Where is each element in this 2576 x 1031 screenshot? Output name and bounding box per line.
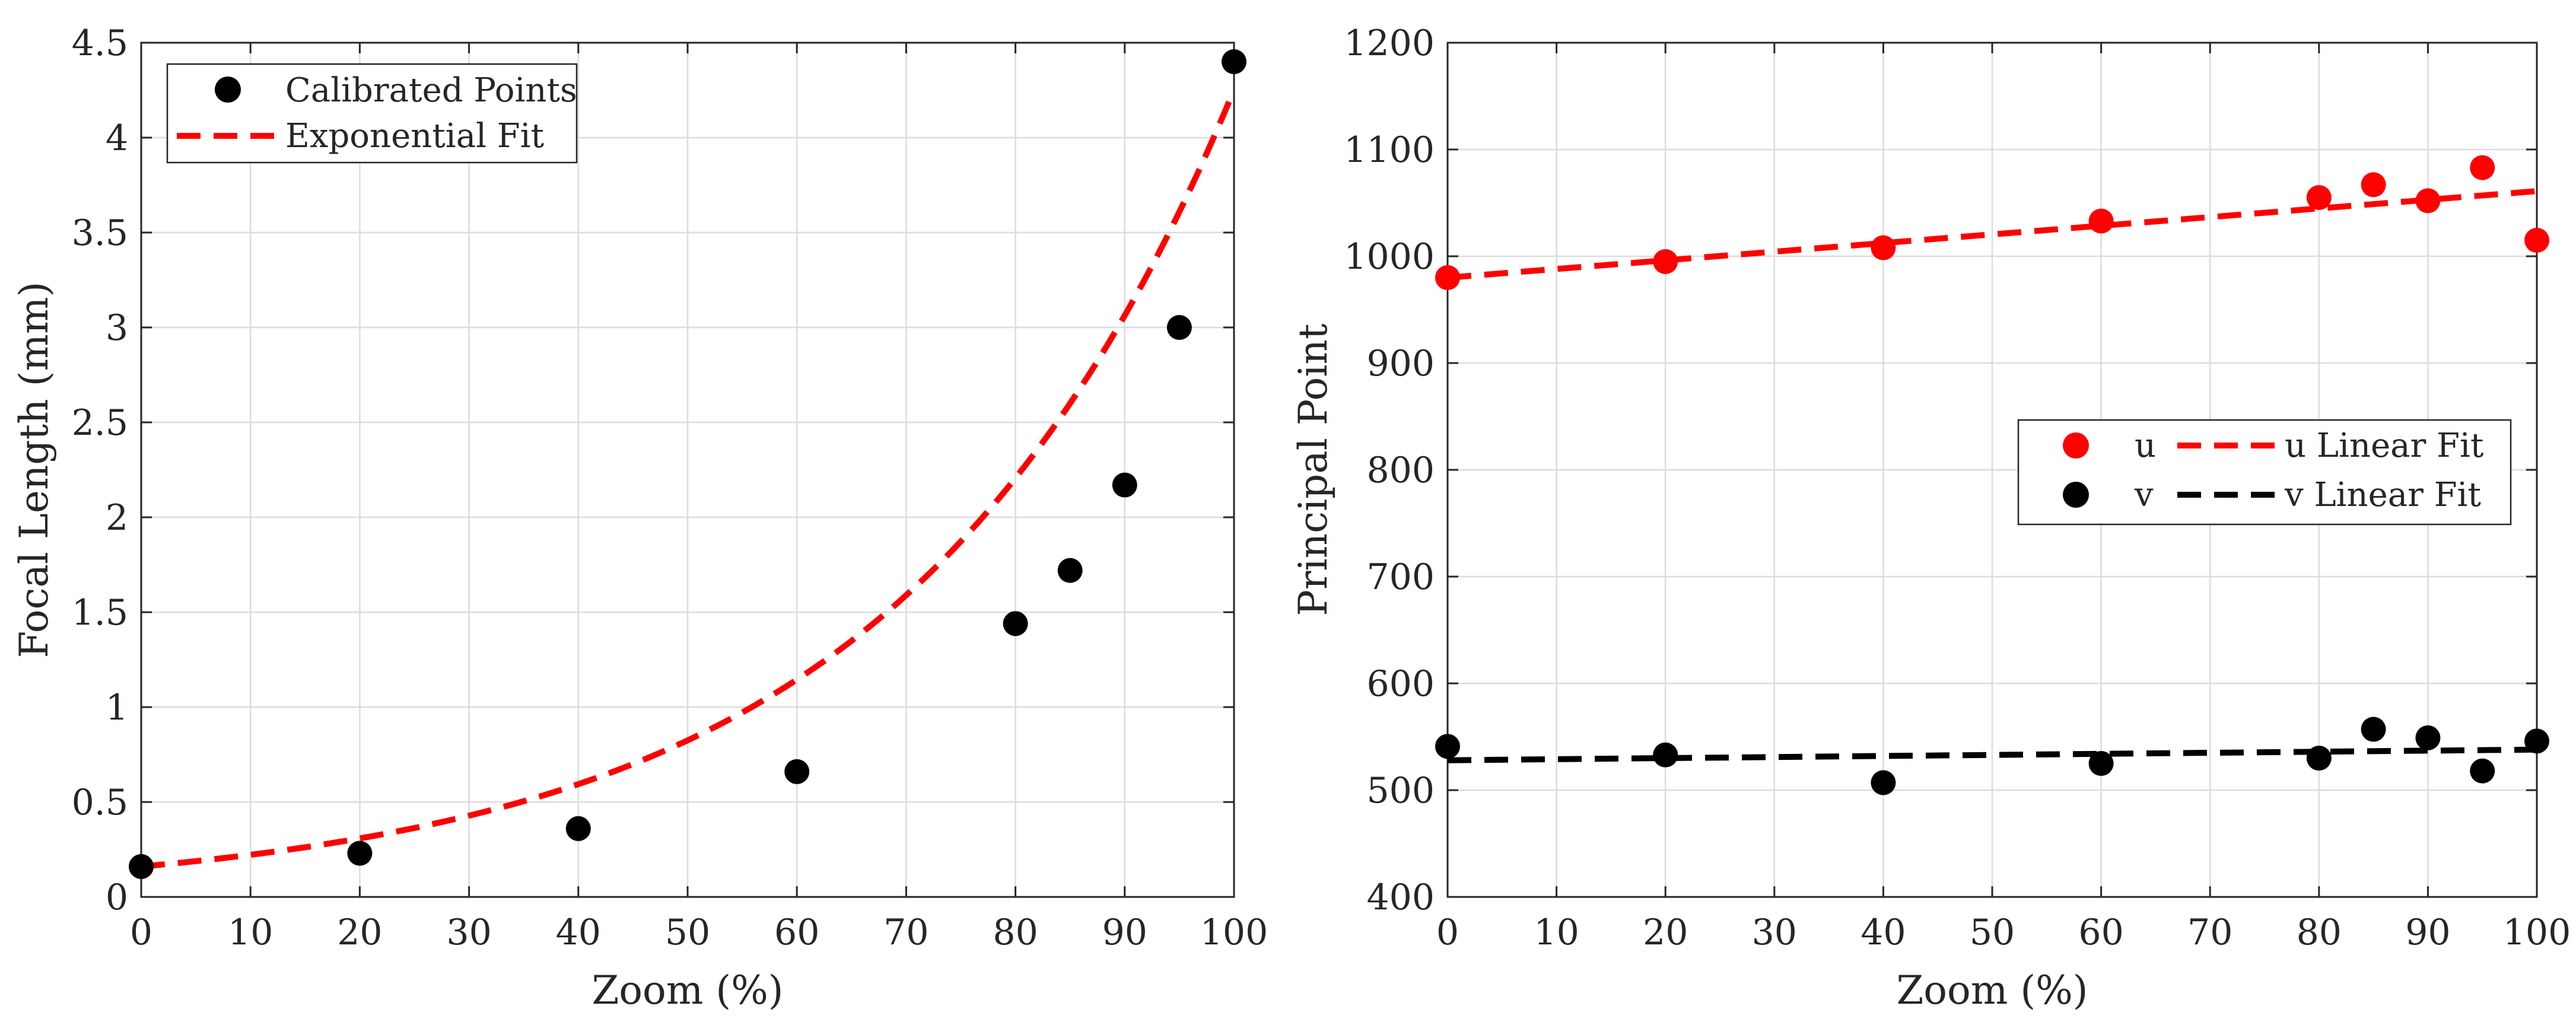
y-tick-label: 4 xyxy=(106,117,128,159)
legend-v-label: v xyxy=(2134,476,2154,514)
focal-length-ticks xyxy=(140,42,1235,898)
x-tick-label: 100 xyxy=(1200,912,1268,953)
calibrated-points-point xyxy=(1222,49,1246,74)
v-point xyxy=(1653,742,1678,768)
calibrated-points-point xyxy=(347,841,373,866)
legend-u-linear-fit-label: u Linear Fit xyxy=(2285,427,2484,465)
x-tick-label: 90 xyxy=(1102,912,1147,953)
v-point xyxy=(2524,728,2549,754)
x-tick-label: 20 xyxy=(1643,912,1688,953)
y-tick-label: 3.5 xyxy=(72,212,128,254)
y-tick-label: 700 xyxy=(1366,556,1435,598)
u-point xyxy=(1435,265,1460,290)
calibrated-points-point xyxy=(1003,611,1028,637)
y-tick-label: 0 xyxy=(106,877,128,918)
y-tick-label: 1 xyxy=(106,687,128,728)
focal-length-marks xyxy=(129,49,1246,879)
y-tick-label: 500 xyxy=(1366,770,1435,812)
legend-u-label: u xyxy=(2135,427,2156,465)
calibrated-points-point xyxy=(129,854,154,879)
legend-calibrated-points-label: Calibrated Points xyxy=(285,71,577,110)
x-tick-label: 90 xyxy=(2405,912,2450,953)
x-tick-label: 50 xyxy=(665,912,710,953)
u-point xyxy=(2470,155,2495,180)
u-point xyxy=(2415,188,2441,214)
v-point xyxy=(1871,770,1896,795)
calibrated-points-point xyxy=(1166,315,1192,340)
principal-point-y-axis-label: Principal Point xyxy=(1290,324,1336,616)
focal-length-x-tick-labels: 0 10 20 30 40 50 60 70 80 90 100 xyxy=(130,912,1268,953)
calibrated-points-point xyxy=(784,759,810,784)
u-point xyxy=(1871,235,1896,260)
x-tick-label: 40 xyxy=(556,912,601,953)
x-tick-label: 30 xyxy=(446,912,491,953)
y-tick-label: 900 xyxy=(1366,343,1435,384)
v-point xyxy=(2415,725,2441,750)
x-tick-label: 0 xyxy=(1436,912,1459,953)
y-tick-label: 1000 xyxy=(1344,236,1435,278)
y-tick-label: 800 xyxy=(1366,450,1435,491)
focal-length-legend-box xyxy=(166,63,578,164)
u-point xyxy=(2361,172,2386,198)
x-tick-label: 60 xyxy=(2078,912,2123,953)
focal-length-legend: Calibrated Points Exponential Fit xyxy=(166,63,578,164)
calibrated-points-point xyxy=(1057,558,1083,583)
v-point xyxy=(2088,751,2114,776)
x-tick-label: 80 xyxy=(2297,912,2342,953)
exponential-fit-line xyxy=(141,88,1237,870)
principal-point-marks xyxy=(1435,155,2549,795)
x-tick-label: 30 xyxy=(1752,912,1797,953)
x-tick-label: 50 xyxy=(1970,912,2015,953)
legend-v-marker xyxy=(2063,482,2089,508)
u-point xyxy=(1653,249,1678,274)
calibrated-points-point xyxy=(565,816,591,841)
x-tick-label: 20 xyxy=(337,912,382,953)
focal-length-y-tick-labels: 0 0.5 1 1.5 2 2.5 3 3.5 4 4.5 xyxy=(72,23,128,918)
x-tick-label: 10 xyxy=(228,912,273,953)
x-tick-label: 70 xyxy=(883,912,928,953)
legend-calibrated-points-marker xyxy=(215,77,241,103)
principal-point-chart: 0 10 20 30 40 50 60 70 80 90 100 400 500 600 700 800 90… xyxy=(1290,23,2571,1013)
legend-u-marker xyxy=(2063,432,2089,459)
focal-length-x-axis-label: Zoom (%) xyxy=(591,968,783,1013)
y-tick-label: 2 xyxy=(106,497,128,539)
calibrated-points-point xyxy=(1112,472,1137,498)
x-tick-label: 100 xyxy=(2503,912,2571,953)
x-tick-label: 0 xyxy=(130,912,152,953)
x-tick-label: 40 xyxy=(1861,912,1906,953)
y-tick-label: 600 xyxy=(1366,663,1435,705)
x-tick-label: 70 xyxy=(2187,912,2232,953)
legend-exponential-fit-label: Exponential Fit xyxy=(285,117,545,155)
focal-length-grid xyxy=(140,42,1235,898)
y-tick-label: 1100 xyxy=(1344,129,1435,171)
x-tick-label: 80 xyxy=(993,912,1038,953)
v-point xyxy=(1435,734,1460,759)
u-point xyxy=(2306,185,2332,210)
y-tick-label: 1200 xyxy=(1344,23,1435,64)
y-tick-label: 1.5 xyxy=(72,592,128,634)
principal-point-legend: u v u Linear Fit v Linear Fit xyxy=(2017,419,2512,526)
y-tick-label: 0.5 xyxy=(72,782,128,823)
x-tick-label: 10 xyxy=(1534,912,1579,953)
v-point xyxy=(2470,758,2495,784)
principal-point-legend-box xyxy=(2017,419,2512,526)
legend-v-linear-fit-label: v Linear Fit xyxy=(2284,476,2481,514)
principal-point-y-tick-labels: 400 500 600 700 800 900 1000 1100 1200 xyxy=(1344,23,1435,918)
principal-point-x-tick-labels: 0 10 20 30 40 50 60 70 80 90 100 xyxy=(1436,912,2571,953)
y-tick-label: 3 xyxy=(106,307,128,349)
focal-length-y-axis-label: Focal Length (mm) xyxy=(11,282,57,658)
y-tick-label: 400 xyxy=(1366,877,1435,918)
u-point xyxy=(2524,228,2549,253)
y-tick-label: 4.5 xyxy=(72,23,128,64)
v-point xyxy=(2306,746,2332,771)
u-point xyxy=(2088,208,2114,234)
x-tick-label: 60 xyxy=(774,912,819,953)
principal-point-x-axis-label: Zoom (%) xyxy=(1896,968,2088,1013)
principal-point-ticks xyxy=(1446,42,2538,898)
y-tick-label: 2.5 xyxy=(72,402,128,444)
focal-length-chart: 0 10 20 30 40 50 60 70 80 90 100 0 0.5 1 1.5 2 2.5 3 3.5 4… xyxy=(11,23,1268,1013)
v-point xyxy=(2361,717,2386,742)
